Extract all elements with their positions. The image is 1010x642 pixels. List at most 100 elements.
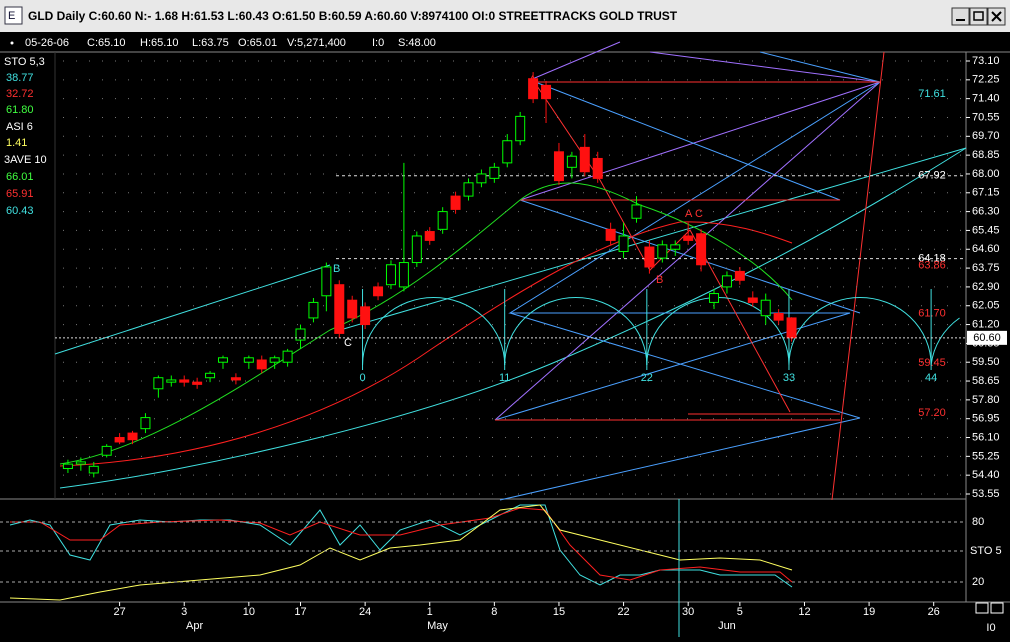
channel-line (54, 264, 331, 355)
asi-line (9, 504, 793, 601)
last-price-label: 60.60 (973, 332, 1001, 344)
level-label: 59.45 (918, 357, 946, 369)
candle-body (385, 264, 396, 286)
y-tick-label: 54.40 (972, 469, 1000, 481)
info-field: O:65.01 (238, 37, 277, 49)
studies (54, 41, 967, 501)
month-label: May (427, 620, 448, 632)
candle-body (398, 262, 409, 288)
candle-body (88, 465, 99, 474)
candle-body (243, 357, 254, 363)
cycle-arc (504, 296, 648, 366)
wave-letter: C (344, 337, 352, 349)
info-field: S:48.00 (398, 37, 436, 49)
candle-body (62, 463, 73, 470)
candle-body (502, 140, 513, 164)
candle-body (605, 228, 616, 241)
candle-body (463, 182, 474, 197)
info-field: I:0 (372, 37, 384, 49)
candle-body (631, 204, 642, 219)
indicator-label: 38.77 (6, 72, 34, 84)
y-tick-label: 53.55 (972, 488, 1000, 500)
app-icon (4, 6, 23, 25)
candle-body (734, 270, 745, 281)
corner-label: I0 (986, 622, 995, 634)
app-icon-glyph: E (8, 10, 15, 22)
candle-body (230, 377, 241, 381)
candle-body (579, 146, 590, 173)
oscillator (9, 504, 793, 601)
stochastic-k (9, 504, 793, 588)
candle-body (217, 357, 228, 363)
candle-body (476, 173, 487, 184)
wave-letter: A (685, 208, 693, 220)
y-tick-label: 57.80 (972, 394, 1000, 406)
candle-body (424, 231, 435, 241)
wave-letter: C (695, 208, 703, 220)
indicator-label: 1.41 (6, 137, 27, 149)
wave-letter: B (656, 274, 663, 286)
cycle-arc (930, 317, 960, 366)
candle-body (360, 306, 371, 326)
y-tick-label: 68.00 (972, 168, 1000, 180)
candle-body (553, 151, 564, 182)
y-tick-label: 71.40 (972, 93, 1000, 105)
channel-line (339, 147, 967, 331)
candle-body (308, 301, 319, 319)
y-tick-label: 62.05 (972, 300, 1000, 312)
candle-body (282, 350, 293, 363)
candle-body (334, 284, 345, 334)
wave-letter: B (333, 263, 340, 275)
trend-line (532, 51, 885, 501)
candle-body (683, 235, 694, 241)
y-tick-label: 64.60 (972, 243, 1000, 255)
x-tick-label: 3 (181, 606, 187, 618)
candle-body (709, 293, 720, 303)
candle-body (515, 115, 526, 142)
lower-tick-label: 20 (972, 576, 984, 588)
y-tick-label: 58.65 (972, 375, 1000, 387)
y-tick-label: 62.90 (972, 281, 1000, 293)
minimize-button[interactable] (951, 7, 970, 26)
cycle-label: 33 (783, 372, 795, 384)
candle-body (786, 317, 797, 339)
candle-body (114, 437, 125, 443)
indicator-label: ASI 6 (6, 121, 33, 133)
level-line (495, 81, 880, 421)
x-tick-label: 19 (863, 606, 875, 618)
x-tick-label: 12 (798, 606, 810, 618)
x-tick-label: 24 (359, 606, 371, 618)
y-tick-label: 59.50 (972, 356, 1000, 368)
cycle-label: 44 (925, 372, 937, 384)
candle-body (179, 379, 190, 383)
info-field: 05-26-06 (25, 37, 69, 49)
info-field: H:65.10 (140, 37, 179, 49)
channel-line (59, 147, 967, 489)
info-marker (10, 41, 14, 45)
cycle-label: 11 (499, 372, 510, 384)
y-tick-label: 61.20 (972, 318, 1000, 330)
y-tick-label: 70.55 (972, 111, 1000, 123)
candle-body (760, 299, 771, 317)
y-tick-label: 66.30 (972, 206, 1000, 218)
x-tick-label: 1 (427, 606, 433, 618)
level-label: 71.61 (918, 88, 946, 100)
x-tick-label: 26 (928, 606, 940, 618)
indicator-label: 60.43 (6, 205, 34, 217)
panel-button[interactable] (975, 602, 989, 614)
indicator-label: 32.72 (6, 88, 34, 100)
candle-body (269, 357, 280, 363)
y-tick-label: 67.15 (972, 187, 1000, 199)
candle-body (541, 84, 552, 100)
candle-body (347, 299, 358, 319)
x-tick-label: 27 (113, 606, 125, 618)
x-tick-label: 5 (737, 606, 743, 618)
maximize-button[interactable] (969, 7, 988, 26)
panel-button[interactable] (990, 602, 1004, 614)
candle-body (205, 372, 216, 379)
candle-body (153, 377, 164, 390)
candle-body (566, 155, 577, 168)
info-field: C:65.10 (87, 37, 126, 49)
cycle-label: 22 (641, 372, 653, 384)
